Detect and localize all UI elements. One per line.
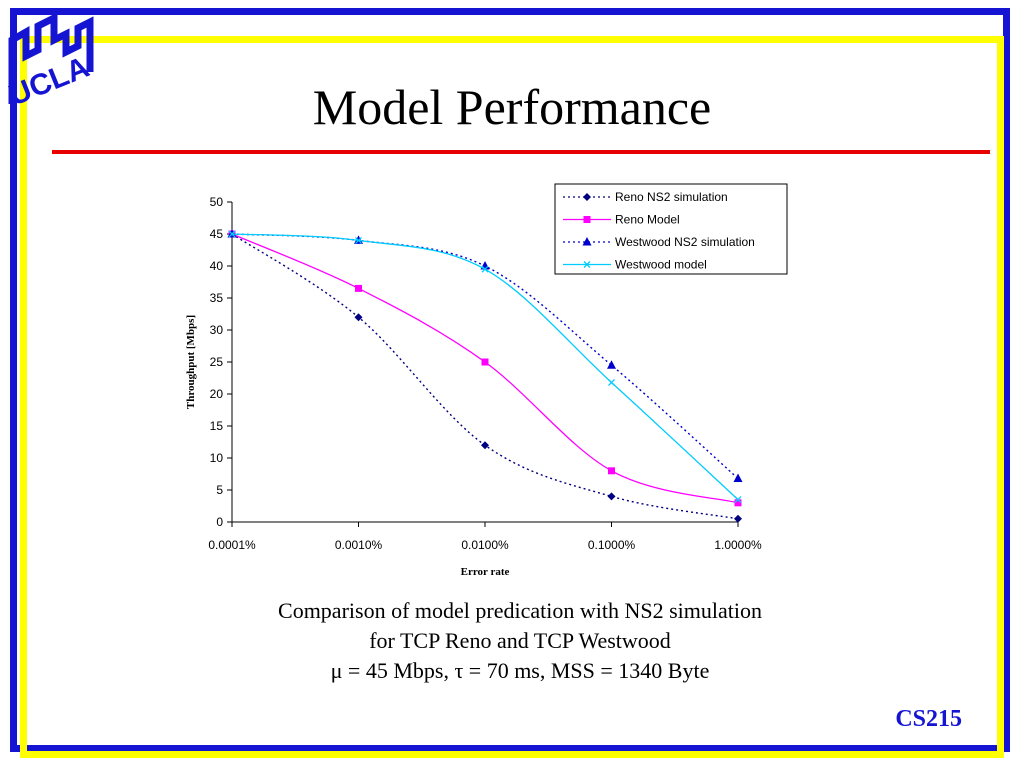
legend-label-0: Reno NS2 simulation bbox=[615, 190, 728, 204]
legend-marker-0 bbox=[583, 193, 591, 201]
legend-marker-1 bbox=[583, 216, 591, 223]
course-label: CS215 bbox=[895, 706, 962, 732]
data-point-s1-3 bbox=[608, 467, 615, 475]
series-line-3 bbox=[231, 233, 739, 501]
y-tick-label: 50 bbox=[210, 195, 224, 209]
y-tick-label: 0 bbox=[216, 515, 223, 529]
legend-marker-2 bbox=[582, 237, 592, 246]
line-chart: 0 5 10 15 20 25 30 35 40 45 50 0.0001% 0.0010% 0.0100… bbox=[185, 183, 788, 578]
y-tick-label: 40 bbox=[210, 259, 224, 273]
data-point-s2-4 bbox=[733, 473, 743, 482]
y-tick-label: 10 bbox=[210, 451, 224, 465]
ucla-logo: UCLA bbox=[4, 12, 94, 112]
legend-label-2: Westwood NS2 simulation bbox=[615, 235, 755, 249]
x-tick-label: 1.0000% bbox=[714, 538, 762, 552]
caption-line-2: for TCP Reno and TCP Westwood bbox=[369, 628, 671, 653]
data-point-s1-2 bbox=[481, 358, 489, 366]
inner-yellow-frame bbox=[20, 36, 1004, 758]
caption-line-3: μ = 45 Mbps, τ = 70 ms, MSS = 1340 Byte bbox=[330, 658, 710, 683]
chart-caption: Comparison of model predication with NS2… bbox=[0, 596, 1024, 686]
data-point-s3-4 bbox=[734, 496, 742, 504]
data-point-s2-2 bbox=[480, 261, 490, 270]
y-axis-title: Throughput [Mbps] bbox=[185, 315, 197, 409]
legend-marker-3 bbox=[583, 261, 591, 268]
data-point-s0-2 bbox=[481, 441, 489, 450]
x-axis-title: Error rate bbox=[461, 566, 510, 578]
chart-container: 0 5 10 15 20 25 30 35 40 45 50 0.0001% 0.0010% 0.0100… bbox=[180, 180, 800, 580]
legend-label-3: Westwood model bbox=[615, 258, 707, 272]
data-point-s0-3 bbox=[607, 492, 616, 501]
data-point-s0-4 bbox=[734, 514, 742, 523]
slide-title: Model Performance bbox=[312, 79, 712, 135]
data-point-s3-3 bbox=[608, 379, 615, 386]
y-tick-label: 25 bbox=[210, 355, 224, 369]
series-line-0 bbox=[231, 233, 739, 520]
data-point-s1-1 bbox=[355, 284, 362, 292]
data-point-s2-3 bbox=[607, 360, 616, 369]
title-underline bbox=[52, 150, 990, 154]
y-tick-label: 20 bbox=[210, 387, 224, 401]
data-point-s3-2 bbox=[481, 265, 489, 273]
outer-blue-frame bbox=[10, 8, 1010, 752]
data-point-s3-1 bbox=[355, 236, 362, 244]
x-tick-label: 0.1000% bbox=[588, 538, 636, 552]
data-point-s0-1 bbox=[354, 313, 363, 322]
y-tick-label: 15 bbox=[210, 419, 224, 433]
y-tick-label: 30 bbox=[210, 323, 224, 337]
series-line-2 bbox=[231, 233, 739, 480]
data-point-s3-0 bbox=[228, 230, 236, 238]
data-point-s1-4 bbox=[734, 499, 742, 507]
x-tick-label: 0.0100% bbox=[461, 538, 509, 552]
x-tick-label: 0.0001% bbox=[208, 538, 256, 552]
y-tick-label: 45 bbox=[210, 227, 224, 241]
caption-line-1: Comparison of model predication with NS2… bbox=[278, 598, 762, 623]
legend-label-1: Reno Model bbox=[615, 213, 680, 227]
legend-box bbox=[554, 183, 788, 275]
x-tick-label: 0.0010% bbox=[335, 538, 383, 552]
y-tick-label: 5 bbox=[216, 483, 223, 497]
y-tick-label: 35 bbox=[210, 291, 224, 305]
